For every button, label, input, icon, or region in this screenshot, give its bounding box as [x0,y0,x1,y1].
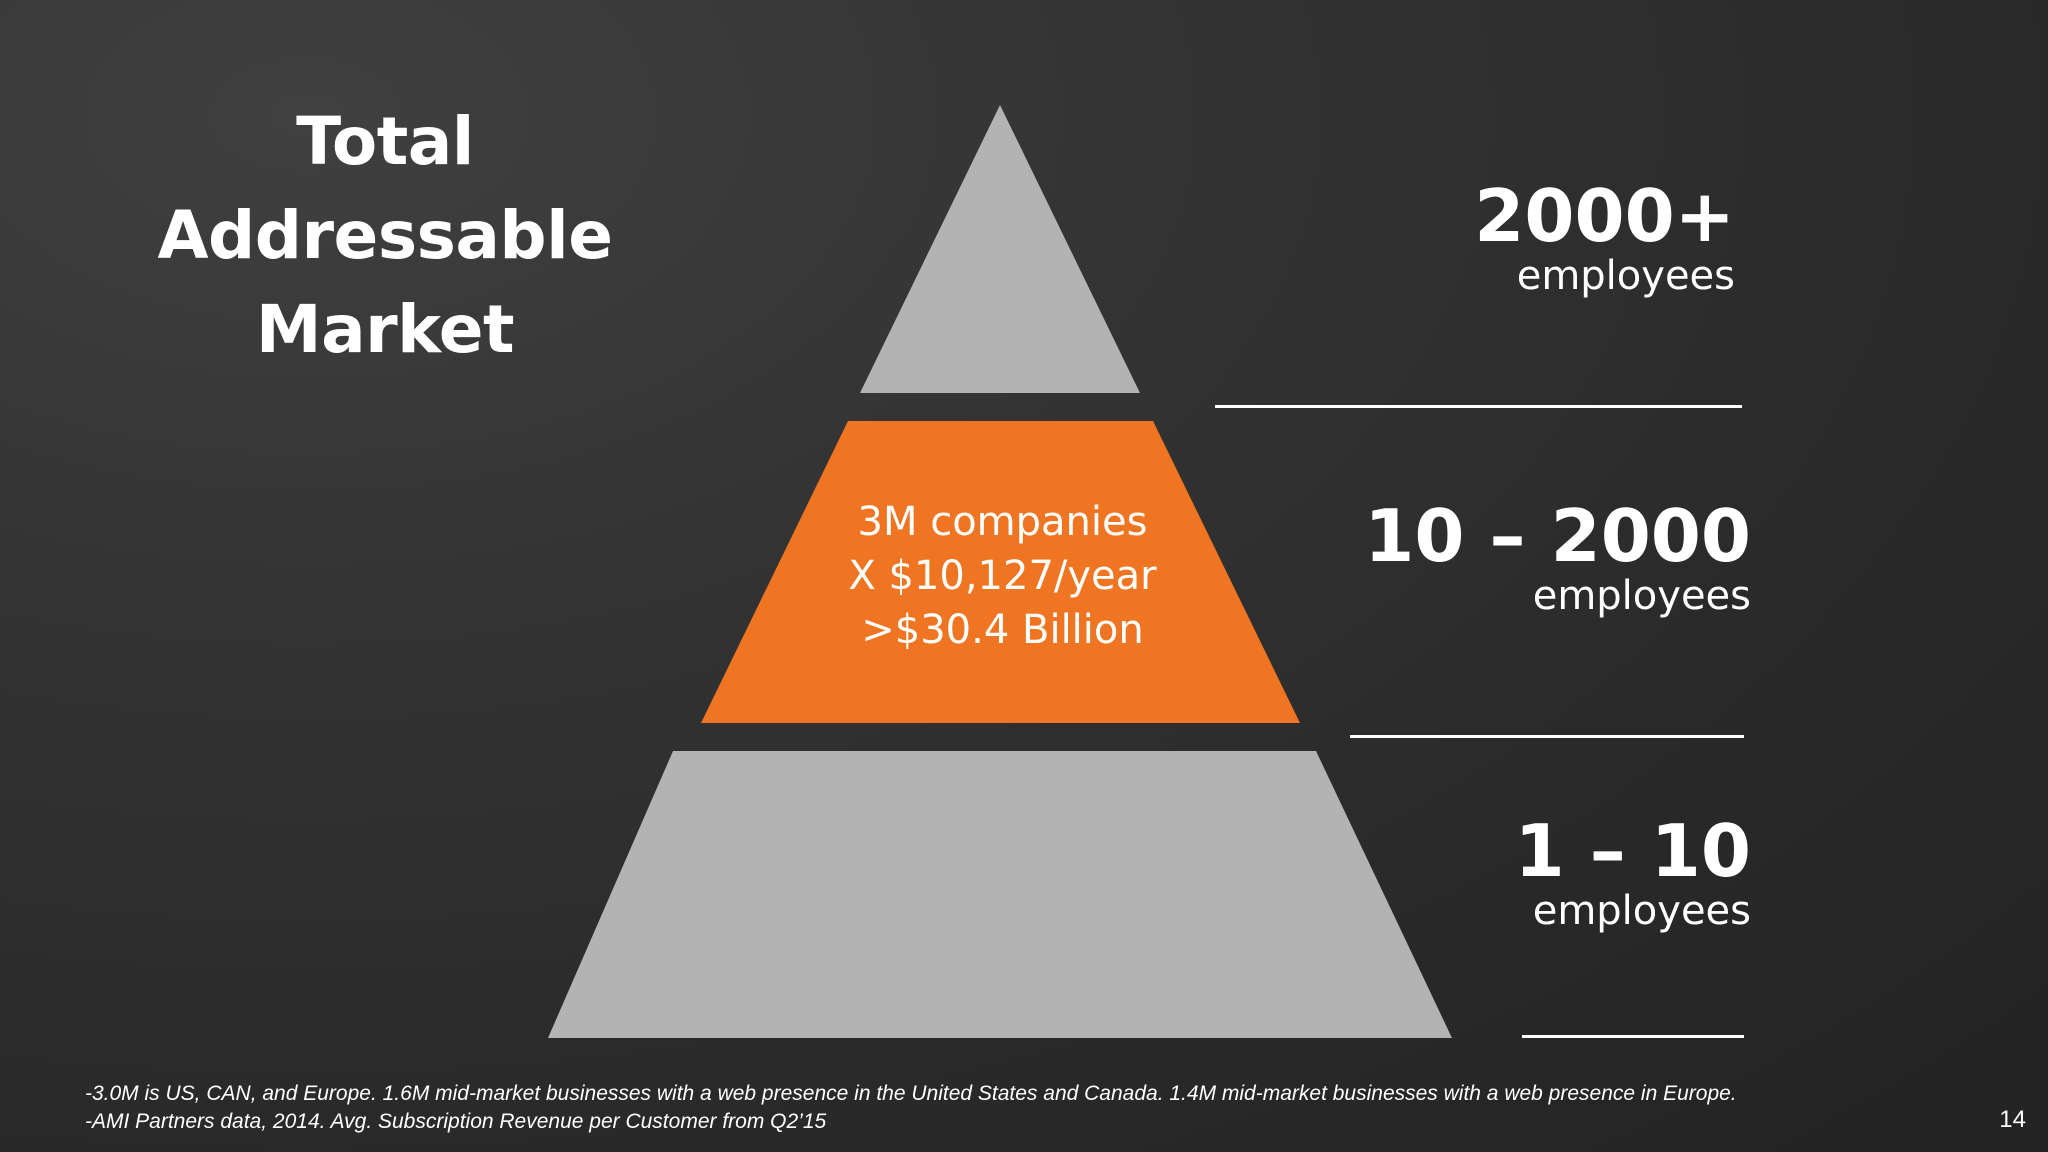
footnote-line: -AMI Partners data, 2014. Avg. Subscript… [85,1110,827,1133]
page-number: 14 [1999,1106,2026,1133]
tier-divider [1522,1035,1744,1038]
revenue-per-company: X $10,127/year [848,553,1157,599]
pyramid-top-tier [860,105,1140,393]
tier-size: 10 – 2000 [1364,494,1751,578]
footnote-line: -3.0M is US, CAN, and Europe. 1.6M mid-m… [85,1082,1737,1105]
tier-size: 1 – 10 [1514,809,1751,893]
tier-unit: employees [1532,573,1751,619]
tier-label-mid-market: 10 – 2000 employees [1364,497,1751,617]
tier-unit: employees [1516,253,1735,299]
total-market-value: >$30.4 Billion [861,607,1144,653]
slide-title: Total Addressable Market [60,95,710,377]
pyramid-bottom-tier [548,751,1452,1038]
pyramid-middle-tier [701,421,1300,723]
tier-divider [1215,405,1742,408]
tier-size: 2000+ [1474,174,1735,258]
tier-label-enterprise: 2000+ employees [1474,177,1735,297]
footnotes: -3.0M is US, CAN, and Europe. 1.6M mid-m… [85,1080,1737,1136]
market-size-calculation: 3M companies X $10,127/year >$30.4 Billi… [820,495,1185,657]
slide-title-line-1: Total Addressable [157,103,613,274]
tier-unit: employees [1532,888,1751,934]
company-count: 3M companies [857,499,1148,545]
tier-divider [1350,735,1744,738]
slide-title-line-2: Market [255,291,515,368]
tier-label-small-business: 1 – 10 employees [1515,812,1751,932]
